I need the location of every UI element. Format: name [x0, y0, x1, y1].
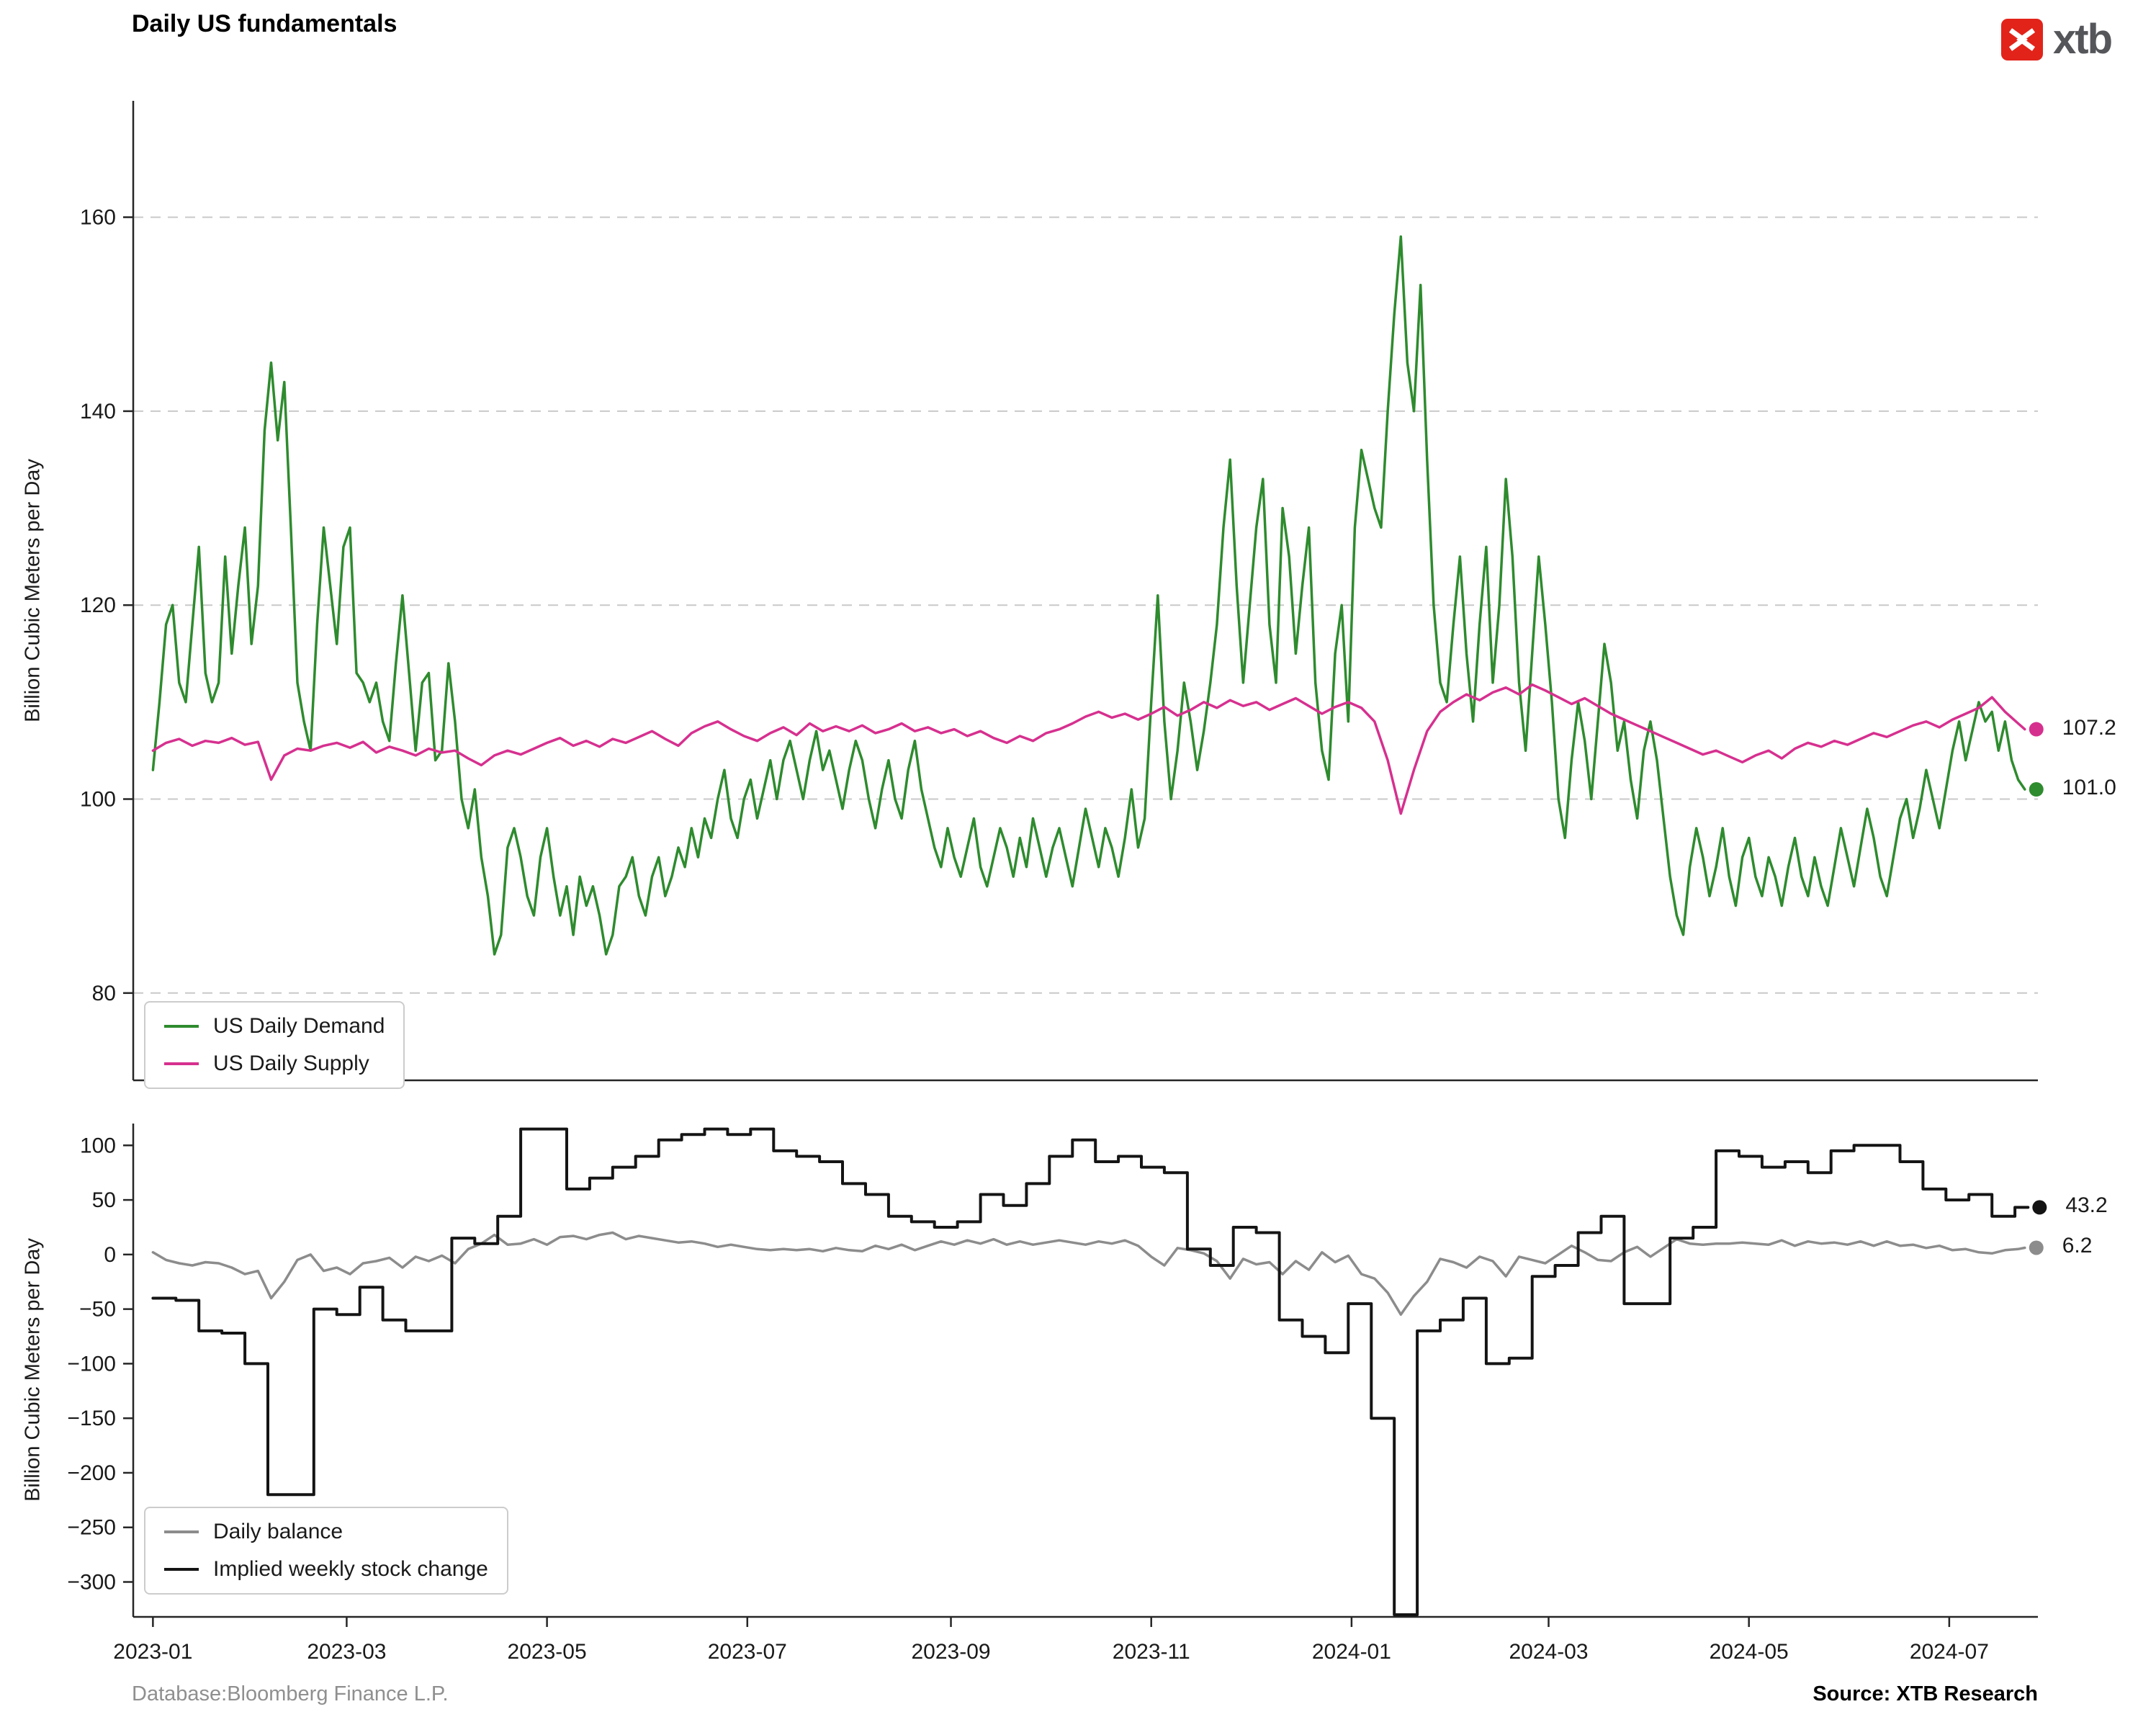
implied-weekly-stock-change-end-dot: [2032, 1200, 2047, 1215]
x-tick-label: 2024-01: [1312, 1640, 1391, 1664]
legend-label-balance: Daily balance: [213, 1520, 343, 1543]
supply-line-swatch: [164, 1062, 199, 1065]
implied-weekly-stock-change-line: [151, 1127, 2030, 1616]
y-tick-label: −50: [79, 1298, 116, 1322]
y-tick-label: 140: [80, 400, 116, 423]
y-tick-label: 100: [80, 1134, 116, 1157]
y-tick-label: −250: [67, 1516, 116, 1540]
x-tick-label: 2023-09: [911, 1640, 990, 1664]
daily-balance-end-dot: [2029, 1240, 2044, 1255]
x-tick-label: 2023-11: [1113, 1640, 1190, 1664]
legend-item-balance: Daily balance: [164, 1520, 488, 1544]
database-credit: Database:Bloomberg Finance L.P.: [132, 1682, 449, 1705]
legend-top: US Daily Demand US Daily Supply: [144, 1001, 405, 1089]
stock-change-line-swatch: [164, 1568, 199, 1571]
x-tick-label: 2023-01: [113, 1640, 192, 1664]
end-label-0-0: 101.0: [2062, 776, 2116, 800]
y-tick-label: 120: [80, 593, 116, 617]
us-daily-demand-line: [151, 235, 2026, 956]
legend-item-supply: US Daily Supply: [164, 1052, 385, 1076]
y-tick-label: −100: [67, 1352, 116, 1376]
y-tick-label: −300: [67, 1571, 116, 1595]
x-tick-label: 2023-03: [307, 1640, 386, 1664]
xtb-logo: xtb: [2001, 16, 2113, 63]
chart-title: Daily US fundamentals: [132, 10, 397, 37]
x-tick-label: 2024-07: [1910, 1640, 1989, 1664]
end-label-0-1: 107.2: [2062, 715, 2116, 740]
us-daily-supply-end-dot: [2029, 722, 2044, 737]
x-tick-label: 2024-05: [1710, 1640, 1789, 1664]
y-tick-label: 0: [104, 1243, 116, 1267]
legend-item-demand: US Daily Demand: [164, 1014, 385, 1039]
end-label-1-1: 43.2: [2065, 1193, 2108, 1218]
x-tick-label: 2023-05: [508, 1640, 587, 1664]
y-tick-label: 80: [92, 982, 116, 1005]
end-label-1-0: 6.2: [2062, 1234, 2093, 1258]
legend-label-stock-change: Implied weekly stock change: [213, 1557, 488, 1581]
legend-bottom: Daily balance Implied weekly stock chang…: [144, 1507, 508, 1595]
us-daily-supply-line: [151, 683, 2026, 815]
daily-balance-line: [151, 1231, 2026, 1316]
y-tick-label: 160: [80, 206, 116, 230]
y-axis-label-bottom: Billion Cubic Meters per Day: [21, 1238, 45, 1502]
y-tick-label: −200: [67, 1461, 116, 1485]
legend-label-demand: US Daily Demand: [213, 1014, 385, 1038]
balance-line-swatch: [164, 1530, 199, 1533]
us-daily-demand-end-dot: [2029, 782, 2044, 797]
source-credit: Source: XTB Research: [1813, 1682, 2038, 1705]
y-tick-label: 100: [80, 788, 116, 812]
x-tick-label: 2023-07: [708, 1640, 787, 1664]
legend-label-supply: US Daily Supply: [213, 1052, 369, 1075]
demand-line-swatch: [164, 1025, 199, 1028]
y-tick-label: 50: [92, 1188, 116, 1212]
x-tick-label: 2024-03: [1509, 1640, 1588, 1664]
y-tick-label: −150: [67, 1407, 116, 1430]
xtb-logo-text: xtb: [2053, 16, 2113, 63]
legend-item-stock-change: Implied weekly stock change: [164, 1557, 488, 1582]
xtb-logo-icon: [2001, 19, 2043, 60]
y-axis-label-top: Billion Cubic Meters per Day: [21, 459, 45, 722]
